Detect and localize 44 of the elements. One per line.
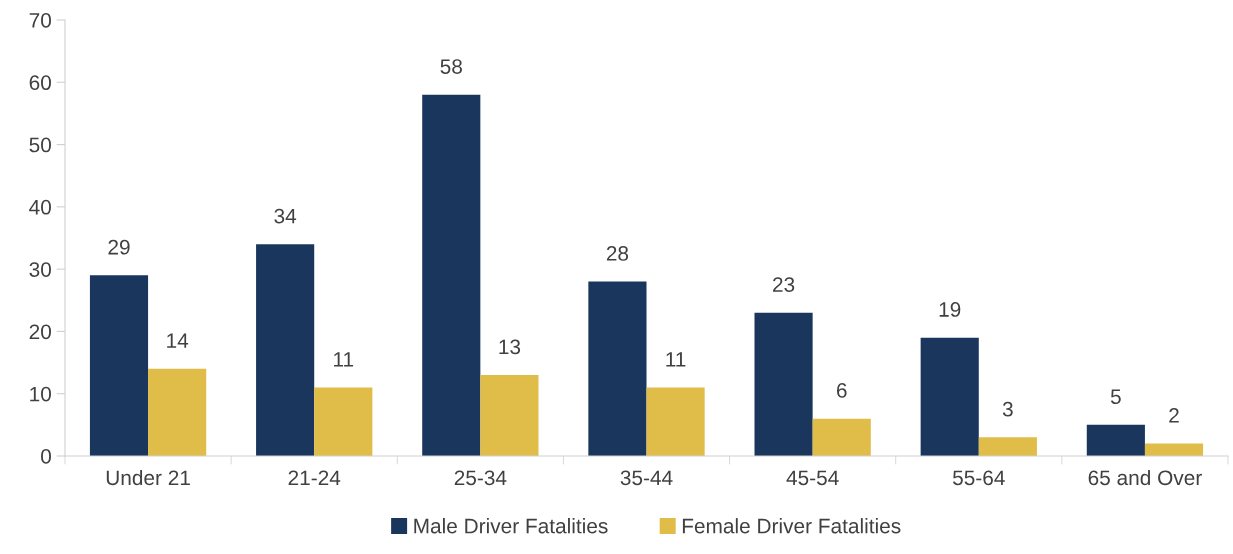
legend-label: Male Driver Fatalities [414,518,608,534]
bar [148,368,207,456]
bar [314,387,373,456]
x-tick-label: Under 21 [106,469,190,486]
data-label: 14 [167,333,189,348]
data-label: 11 [666,352,686,367]
x-tick-label: 25-34 [454,470,507,486]
x-tick-label: 55-64 [952,470,1005,486]
legend-label: Female Driver Fatalities [682,518,901,534]
bar [754,312,813,456]
y-tick-label: 50 [29,137,51,153]
data-label: 11 [334,352,354,367]
bar [920,337,979,456]
data-label: 34 [274,208,297,224]
x-tick-label: 35-44 [620,470,673,486]
y-tick-label: 70 [29,13,51,28]
x-tick-label: 45-54 [786,470,839,486]
y-tick-label: 60 [29,75,51,91]
bar [1086,424,1145,456]
x-tick-label: 21-24 [288,470,341,485]
bar [978,437,1037,456]
data-label: 6 [836,383,847,398]
data-label: 23 [773,277,795,292]
data-label: 28 [606,246,629,261]
bar [256,244,315,456]
y-tick-label: 0 [41,449,51,464]
y-tick-label: 30 [29,262,51,277]
data-label: 13 [499,339,521,355]
data-label: 19 [939,302,961,317]
data-label: 5 [1110,389,1121,405]
data-label: 3 [1002,401,1013,417]
y-tick-label: 40 [29,199,51,215]
bar [480,375,539,456]
bar [422,94,481,456]
bar [646,387,705,456]
x-tick-label: 65 and Over [1088,469,1202,486]
bar [588,281,647,456]
data-label: 58 [440,59,462,74]
data-label: 2 [1169,408,1179,423]
bar [812,418,871,456]
y-tick-label: 10 [30,386,51,402]
bar [89,275,149,456]
y-tick-label: 20 [29,324,51,340]
data-label: 29 [108,239,130,255]
